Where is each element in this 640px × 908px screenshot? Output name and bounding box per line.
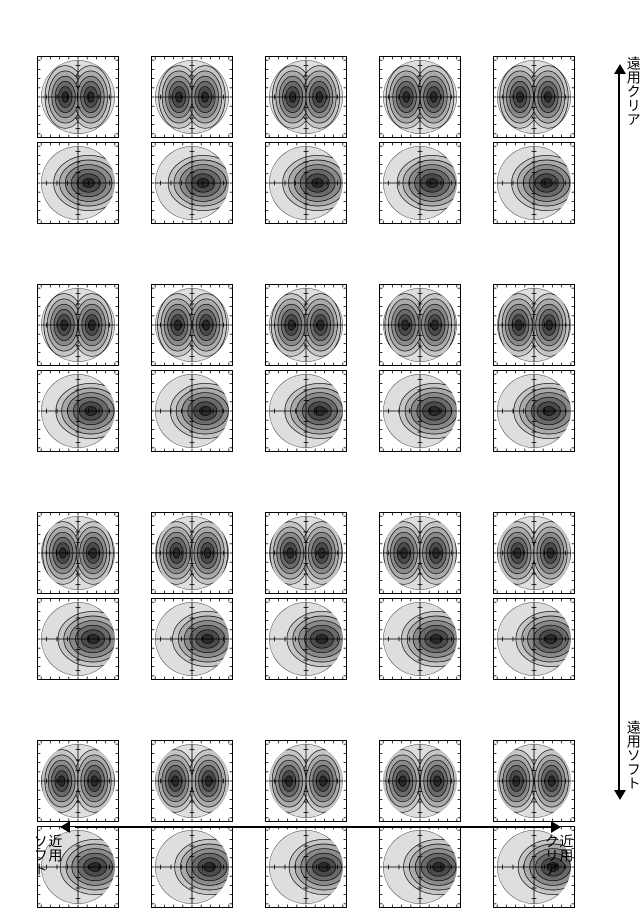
contour-plot — [493, 370, 575, 452]
axis-arrow-vertical — [618, 74, 620, 790]
axis-label: 近用クリア — [544, 834, 573, 876]
contour-plot — [37, 740, 119, 822]
figure-stage: 遠用クリア遠用ソフト近用ソフト 近用クリア — [0, 0, 640, 884]
contour-plot — [151, 370, 233, 452]
contour-plot — [37, 142, 119, 224]
contour-plot — [379, 56, 461, 138]
contour-plot — [37, 512, 119, 594]
contour-plot — [37, 56, 119, 138]
contour-plot — [37, 370, 119, 452]
axis-arrow-horizontal — [75, 826, 556, 828]
contour-plot — [265, 284, 347, 366]
contour-plot — [151, 284, 233, 366]
contour-plot — [493, 284, 575, 366]
contour-plot — [379, 142, 461, 224]
contour-plot — [493, 56, 575, 138]
contour-plot — [493, 598, 575, 680]
contour-plot — [379, 826, 461, 908]
contour-plot — [151, 512, 233, 594]
contour-plot — [379, 512, 461, 594]
contour-plot — [493, 512, 575, 594]
axis-label: 近用ソフト — [33, 834, 62, 876]
arrow-head — [60, 821, 70, 833]
contour-plot — [265, 740, 347, 822]
contour-plot — [151, 826, 233, 908]
contour-plot — [265, 370, 347, 452]
contour-plot — [37, 598, 119, 680]
contour-plot — [265, 512, 347, 594]
contour-plot — [265, 598, 347, 680]
contour-plot — [265, 56, 347, 138]
arrow-head — [551, 821, 561, 833]
contour-plot — [265, 826, 347, 908]
contour-plot — [151, 142, 233, 224]
contour-plot — [37, 284, 119, 366]
contour-plot — [379, 284, 461, 366]
axis-label: 遠用クリア — [626, 56, 640, 126]
contour-plot — [493, 740, 575, 822]
arrow-head — [614, 790, 626, 800]
contour-plot — [265, 142, 347, 224]
contour-plot — [493, 142, 575, 224]
contour-plot — [379, 370, 461, 452]
contour-plot — [151, 740, 233, 822]
contour-plot — [379, 740, 461, 822]
contour-plot — [151, 56, 233, 138]
axis-label: 遠用ソフト — [626, 720, 640, 790]
arrow-head — [614, 64, 626, 74]
contour-plot — [379, 598, 461, 680]
contour-plot — [151, 598, 233, 680]
